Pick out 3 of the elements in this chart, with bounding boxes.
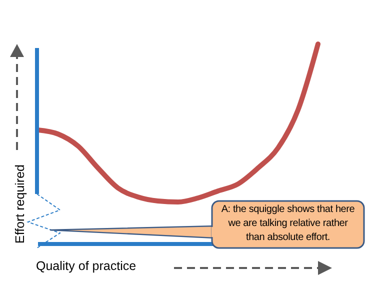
- y-axis-title: Effort required: [13, 164, 27, 244]
- annotation: A: the squiggle shows that here we are talking relative rather than absolute effort.: [220, 203, 356, 245]
- x-axis-title: Quality of practice: [36, 259, 136, 273]
